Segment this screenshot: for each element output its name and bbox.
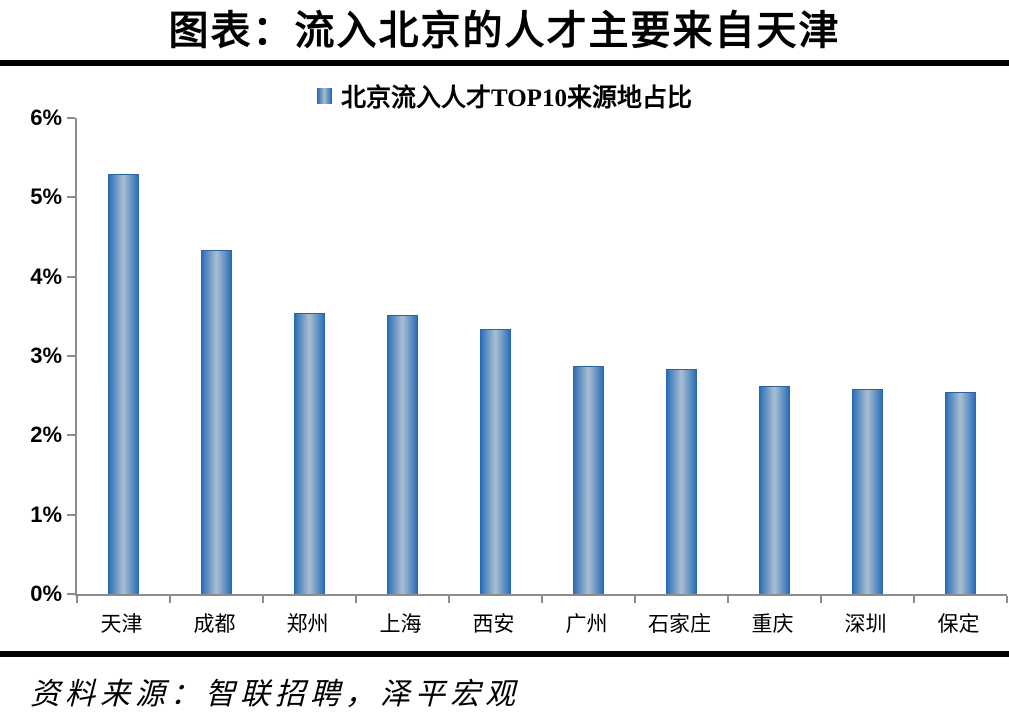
x-axis-label: 石家庄 [648,612,711,636]
x-axis-label: 西安 [472,612,515,636]
y-axis-tick [67,355,75,357]
bar-slot-深圳 [821,389,914,594]
plot-area: 0% 1% 2% 3% 4% 5% 6% [30,105,1008,606]
bar-slot-石家庄 [635,368,728,594]
y-axis-label: 2% [30,422,62,448]
bar-上海 [387,315,418,594]
legend-label: 北京流入人才TOP10来源地占比 [341,85,692,112]
y-axis-tick [67,117,75,119]
bar-chart: 0% 1% 2% 3% 4% 5% 6% 天津 成都 郑州 上海 西安 广州 石家庄 重庆 深圳 保定 [0,105,1009,638]
bar-slot-成都 [170,249,263,594]
bar-slot-广州 [542,366,635,594]
x-axis-label: 天津 [100,612,143,636]
y-axis-tick [67,513,75,516]
page-title: 图表：流入北京的人才主要来自天津 [168,8,841,53]
bar-series [77,118,1007,594]
bar-slot-重庆 [728,385,821,594]
bar-slot-郑州 [263,312,356,594]
x-axis-label: 上海 [379,612,422,636]
y-axis-label: 1% [30,501,62,527]
x-axis-tick [1006,596,1008,603]
bar-重庆 [759,385,790,594]
bar-深圳 [852,389,883,594]
bar-郑州 [294,312,325,594]
x-axis-label: 保定 [937,612,980,636]
bar-西安 [480,328,511,594]
x-axis-label: 成都 [193,612,236,636]
x-axis-label: 郑州 [286,612,329,636]
bar-保定 [945,392,976,594]
legend-swatch-icon [317,88,333,104]
y-axis-label: 0% [30,581,62,606]
bottom-divider [0,651,1009,657]
x-axis-tick [541,596,543,603]
x-axis-tick [913,596,915,603]
x-axis-tick [448,596,450,603]
x-axis-tick [169,596,171,603]
x-axis-tick [76,596,78,603]
bar-slot-天津 [77,174,170,594]
y-axis-label: 3% [30,343,62,368]
y-axis-label: 4% [30,263,62,289]
y-axis-label: 5% [30,184,62,210]
y-axis-tick [67,196,75,199]
x-axis-label: 深圳 [844,612,887,636]
bar-成都 [201,249,232,594]
y-axis-tick [67,593,75,595]
bar-slot-西安 [449,328,542,594]
source-note: 资料来源：智联招聘，泽平宏观 [30,678,520,711]
chart-legend: 北京流入人才TOP10来源地占比 [0,83,1009,112]
bar-slot-保定 [914,392,1007,594]
top-divider [0,60,1009,66]
x-axis-label: 重庆 [751,612,794,636]
bar-slot-上海 [356,315,449,594]
x-axis-labels: 天津 成都 郑州 上海 西安 广州 石家庄 重庆 深圳 保定 [75,608,1005,638]
bar-天津 [108,174,139,594]
x-axis-tick [355,596,357,603]
x-axis-tick [634,596,636,603]
y-axis-label: 6% [30,105,62,130]
bar-广州 [573,366,604,594]
x-axis-label: 广州 [565,612,608,636]
x-axis-tick [820,596,822,603]
y-axis-tick [67,434,75,437]
x-axis-tick [262,596,264,603]
bar-石家庄 [666,368,697,594]
y-axis-tick [67,275,75,278]
x-axis-tick [727,596,729,603]
